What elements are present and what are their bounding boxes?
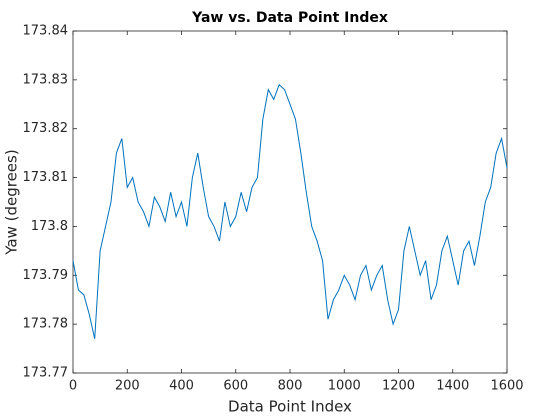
x-tick-label: 800: [278, 379, 303, 394]
x-tick-label: 1600: [490, 379, 523, 394]
x-tick-label: 1400: [436, 379, 469, 394]
y-tick-label: 173.83: [23, 72, 69, 87]
data-line: [72, 83, 508, 339]
x-tick-label: 1200: [382, 379, 415, 394]
y-tick-label: 173.82: [23, 121, 69, 136]
x-axis-label: Data Point Index: [228, 398, 352, 416]
x-tick-label: 1000: [328, 379, 361, 394]
x-tick-label: 0: [69, 379, 77, 394]
y-axis-label: Yaw (degrees): [3, 149, 21, 255]
y-tick-label: 173.81: [23, 170, 69, 185]
x-tick-label: 600: [223, 379, 248, 394]
x-tick-label: 200: [115, 379, 140, 394]
y-tick-label: 173.79: [23, 268, 69, 283]
x-tick-label: 400: [169, 379, 194, 394]
y-tick-label: 173.77: [23, 366, 69, 381]
chart-title: Yaw vs. Data Point Index: [191, 10, 388, 26]
y-tick-label: 173.8: [31, 219, 68, 234]
y-tick-label: 173.78: [23, 317, 69, 332]
y-tick-label: 173.84: [23, 24, 69, 39]
